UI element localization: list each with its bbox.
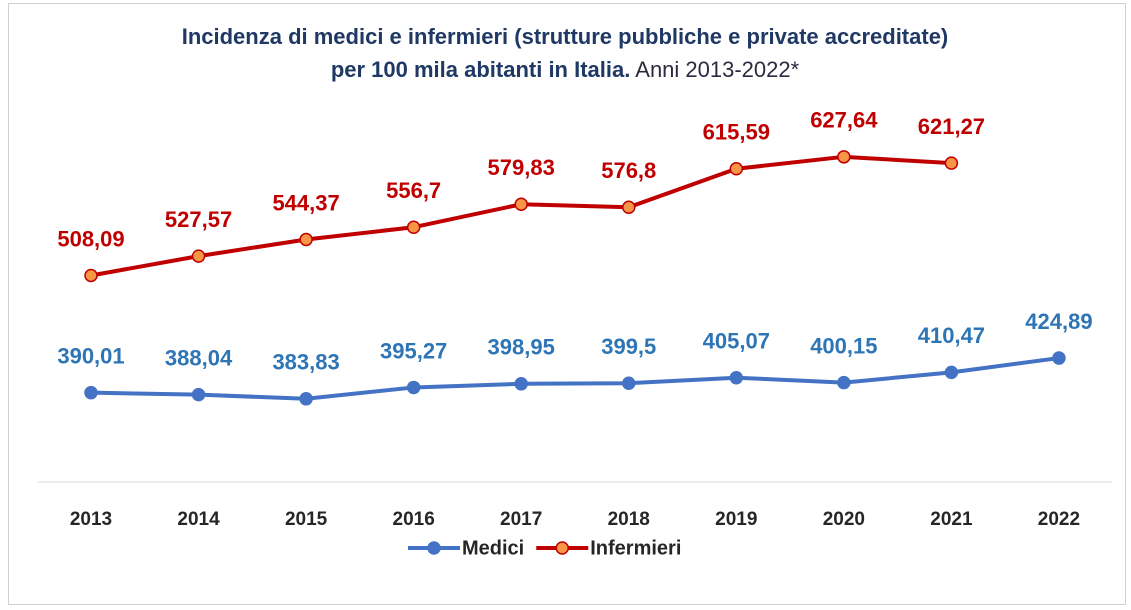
point-marker [299,232,313,247]
point-marker [944,156,959,170]
legend-marker [427,541,441,555]
legend-marker [555,541,569,555]
data-label: 621,27 [918,114,985,139]
data-label: 508,09 [57,226,124,251]
x-tick-label: 2022 [1038,509,1080,530]
x-tick-label: 2016 [393,509,435,530]
x-tick-label: 2017 [500,509,542,530]
point-marker [84,268,98,283]
series-line [90,356,1060,401]
point-marker [729,370,744,385]
point-marker [191,387,206,402]
data-label: 400,15 [810,333,877,358]
point-marker [406,380,421,395]
chart-frame [8,3,1126,605]
data-label: 398,95 [488,335,555,360]
point-marker [84,385,98,400]
chart-title: Incidenza di medici e infermieri (strutt… [181,24,949,82]
data-label: 424,89 [1025,309,1092,334]
legend-label: Infermieri [590,537,681,559]
point-marker [837,150,851,164]
point-marker [622,376,636,390]
point-marker [299,392,313,406]
point-marker [622,200,636,215]
data-label: 395,27 [380,338,447,363]
data-label: 527,57 [165,207,232,232]
point-marker [514,197,528,212]
data-label: 576,8 [601,158,656,183]
point-marker [1052,351,1066,365]
data-label: 579,83 [488,155,555,180]
point-marker [514,377,528,391]
chart-title-block: Incidenza di medici e infermieri (strutt… [165,20,965,86]
point-marker [191,249,206,263]
data-label: 410,47 [918,323,985,348]
data-label: 544,37 [272,190,339,215]
data-label: 405,07 [703,329,770,354]
data-label: 388,04 [165,345,233,370]
x-tick-label: 2020 [823,509,865,530]
x-tick-label: 2014 [177,509,220,530]
data-label: 383,83 [272,350,339,375]
x-tick-label: 2015 [285,509,328,530]
data-label: 390,01 [57,343,124,368]
data-label: 556,7 [386,178,441,203]
data-label: 399,5 [601,334,656,359]
point-marker [406,220,421,234]
x-tick-label: 2021 [930,509,973,530]
data-label: 615,59 [703,120,770,145]
x-tick-label: 2013 [70,509,112,530]
data-label: 627,64 [810,108,878,133]
point-marker [729,162,744,176]
x-tick-label: 2019 [715,509,757,530]
point-marker [944,365,959,380]
point-marker [837,375,851,390]
chart-subtitle: Anni 2013-2022* [635,57,800,82]
x-tick-label: 2018 [608,509,650,530]
legend-label: Medici [462,537,524,559]
